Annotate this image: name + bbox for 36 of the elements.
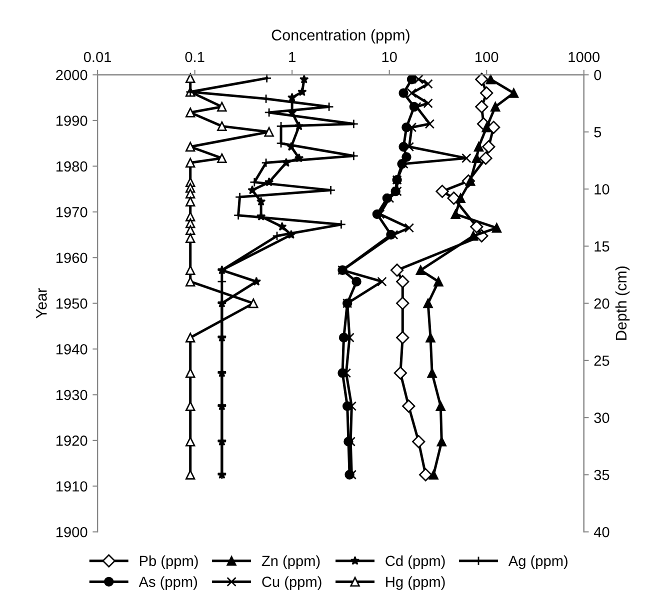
- y-tick-label: 1900: [56, 526, 88, 538]
- x-tick-label: 1: [289, 52, 296, 62]
- y2-tick-label: 0: [594, 70, 602, 80]
- y2-tick-label: 20: [594, 298, 610, 309]
- y-tick-label: 1940: [56, 344, 88, 354]
- legend-label: As (ppm): [138, 576, 198, 590]
- y-tick-label: 1960: [56, 252, 88, 264]
- legend-label: Cu (ppm): [262, 576, 322, 590]
- legend-label: Pb (ppm): [140, 555, 198, 569]
- legend-label: Hg (ppm): [386, 576, 445, 590]
- y-tick-label: 1970: [56, 206, 88, 218]
- x-tick-label: 0.01: [84, 52, 112, 62]
- y-tick-label: 2000: [56, 70, 88, 80]
- y2-tick-label: 5: [594, 127, 602, 138]
- legend-label: Cd (ppm): [386, 555, 445, 569]
- y2-tick-label: 25: [594, 356, 610, 366]
- y-tick-label: 1930: [56, 390, 88, 400]
- x-axis-title: Concentration (ppm): [272, 29, 410, 44]
- x-tick-label: 1000: [568, 52, 600, 62]
- legend-label: Ag (ppm): [508, 555, 568, 569]
- y-tick-label: 1950: [56, 298, 88, 309]
- y2-tick-label: 15: [594, 241, 610, 252]
- y2-tick-label: 30: [594, 412, 610, 424]
- x-tick-label: 10: [382, 52, 397, 62]
- y-tick-label: 1920: [56, 436, 88, 446]
- y-axis-title: Year: [36, 288, 47, 318]
- y-tick-label: 1910: [56, 481, 88, 492]
- x-tick-label: 0.1: [185, 52, 204, 62]
- legend-label: Zn (ppm): [262, 555, 320, 569]
- x-tick-label: 100: [476, 52, 498, 62]
- y2-tick-label: 40: [594, 526, 610, 538]
- y-tick-label: 1990: [56, 116, 88, 126]
- y2-tick-label: 35: [594, 470, 610, 480]
- y-tick-label: 1980: [56, 161, 88, 172]
- y2-tick-label: 10: [594, 184, 610, 194]
- y2-axis-title: Depth (cm): [615, 266, 630, 340]
